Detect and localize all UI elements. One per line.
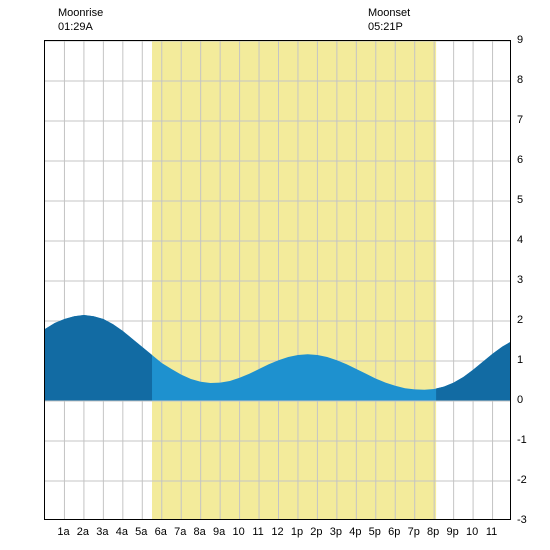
x-tick-label: 8a: [194, 526, 206, 538]
y-tick-label: 1: [517, 354, 523, 366]
y-tick-label: -3: [517, 514, 527, 526]
x-tick-label: 9a: [213, 526, 225, 538]
x-tick-label: 8p: [427, 526, 439, 538]
x-tick-label: 9p: [447, 526, 459, 538]
moonrise-time: 01:29A: [58, 20, 103, 34]
y-tick-label: 8: [517, 74, 523, 86]
moonrise-title: Moonrise: [58, 6, 103, 20]
x-tick-label: 2a: [77, 526, 89, 538]
x-tick-label: 12: [271, 526, 283, 538]
y-tick-label: 0: [517, 394, 523, 406]
x-tick-label: 7a: [174, 526, 186, 538]
moonrise-label: Moonrise 01:29A: [58, 6, 103, 35]
x-tick-label: 3p: [330, 526, 342, 538]
y-tick-label: 6: [517, 154, 523, 166]
x-tick-label: 11: [486, 526, 497, 538]
chart-svg: [45, 41, 511, 520]
y-tick-label: 5: [517, 194, 523, 206]
x-tick-label: 1p: [291, 526, 303, 538]
x-tick-label: 11: [252, 526, 263, 538]
moonset-time: 05:21P: [368, 20, 410, 34]
moonset-title: Moonset: [368, 6, 410, 20]
x-tick-label: 3a: [96, 526, 108, 538]
x-tick-label: 5p: [369, 526, 381, 538]
x-tick-label: 4a: [116, 526, 128, 538]
x-tick-label: 7p: [408, 526, 420, 538]
x-tick-label: 10: [466, 526, 478, 538]
x-tick-label: 6p: [388, 526, 400, 538]
moonset-label: Moonset 05:21P: [368, 6, 410, 35]
y-tick-label: -1: [517, 434, 527, 446]
x-tick-label: 1a: [57, 526, 69, 538]
x-tick-label: 5a: [135, 526, 147, 538]
y-tick-label: 7: [517, 114, 523, 126]
y-tick-label: 9: [517, 34, 523, 46]
plot-area: [44, 40, 511, 520]
x-tick-label: 2p: [310, 526, 322, 538]
x-tick-label: 4p: [349, 526, 361, 538]
y-tick-label: 2: [517, 314, 523, 326]
tide-chart: Moonrise 01:29A Moonset 05:21P -3-2-1012…: [0, 0, 550, 550]
x-tick-label: 10: [232, 526, 244, 538]
y-tick-label: 4: [517, 234, 523, 246]
x-tick-label: 6a: [155, 526, 167, 538]
y-tick-label: 3: [517, 274, 523, 286]
y-tick-label: -2: [517, 474, 527, 486]
